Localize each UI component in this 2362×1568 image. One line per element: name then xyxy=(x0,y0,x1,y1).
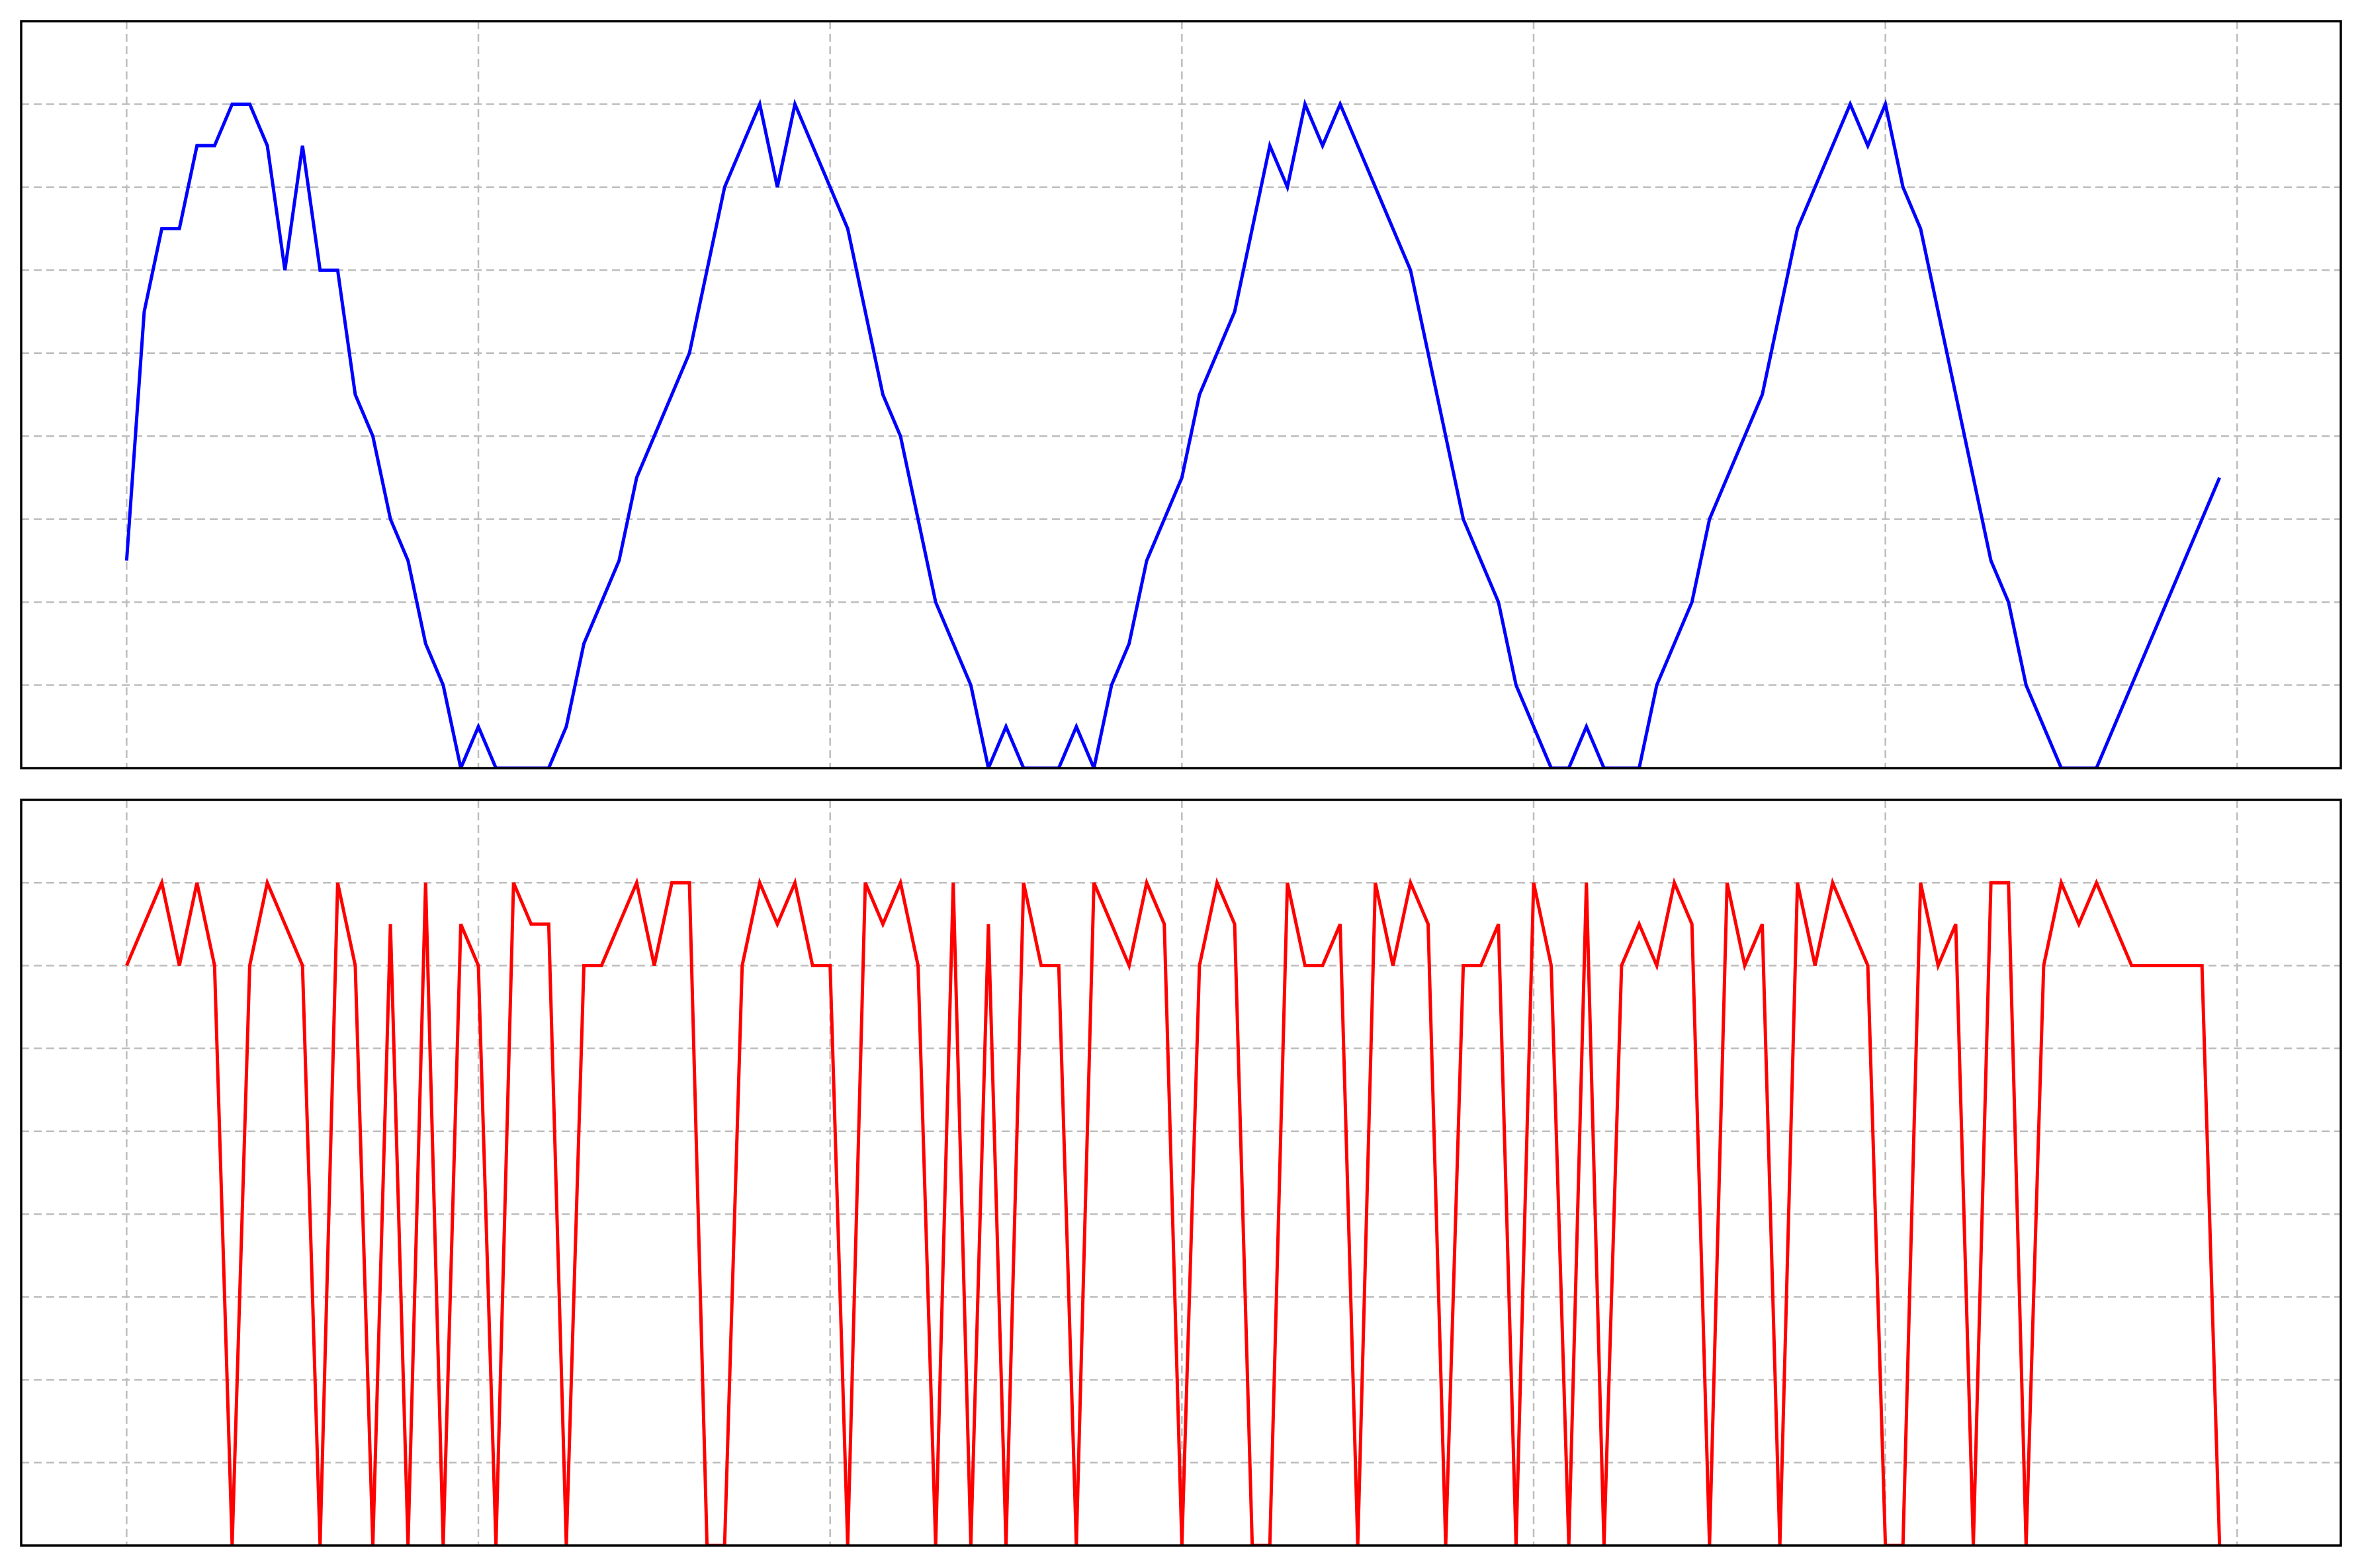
subplot xyxy=(20,799,2342,1547)
plot-area xyxy=(124,99,2222,768)
subplot xyxy=(20,20,2342,769)
axes-frame xyxy=(20,20,2342,769)
data-line xyxy=(124,99,2222,768)
data-line xyxy=(125,877,2222,1546)
axes-frame xyxy=(20,799,2342,1547)
plot-area xyxy=(125,877,2222,1546)
